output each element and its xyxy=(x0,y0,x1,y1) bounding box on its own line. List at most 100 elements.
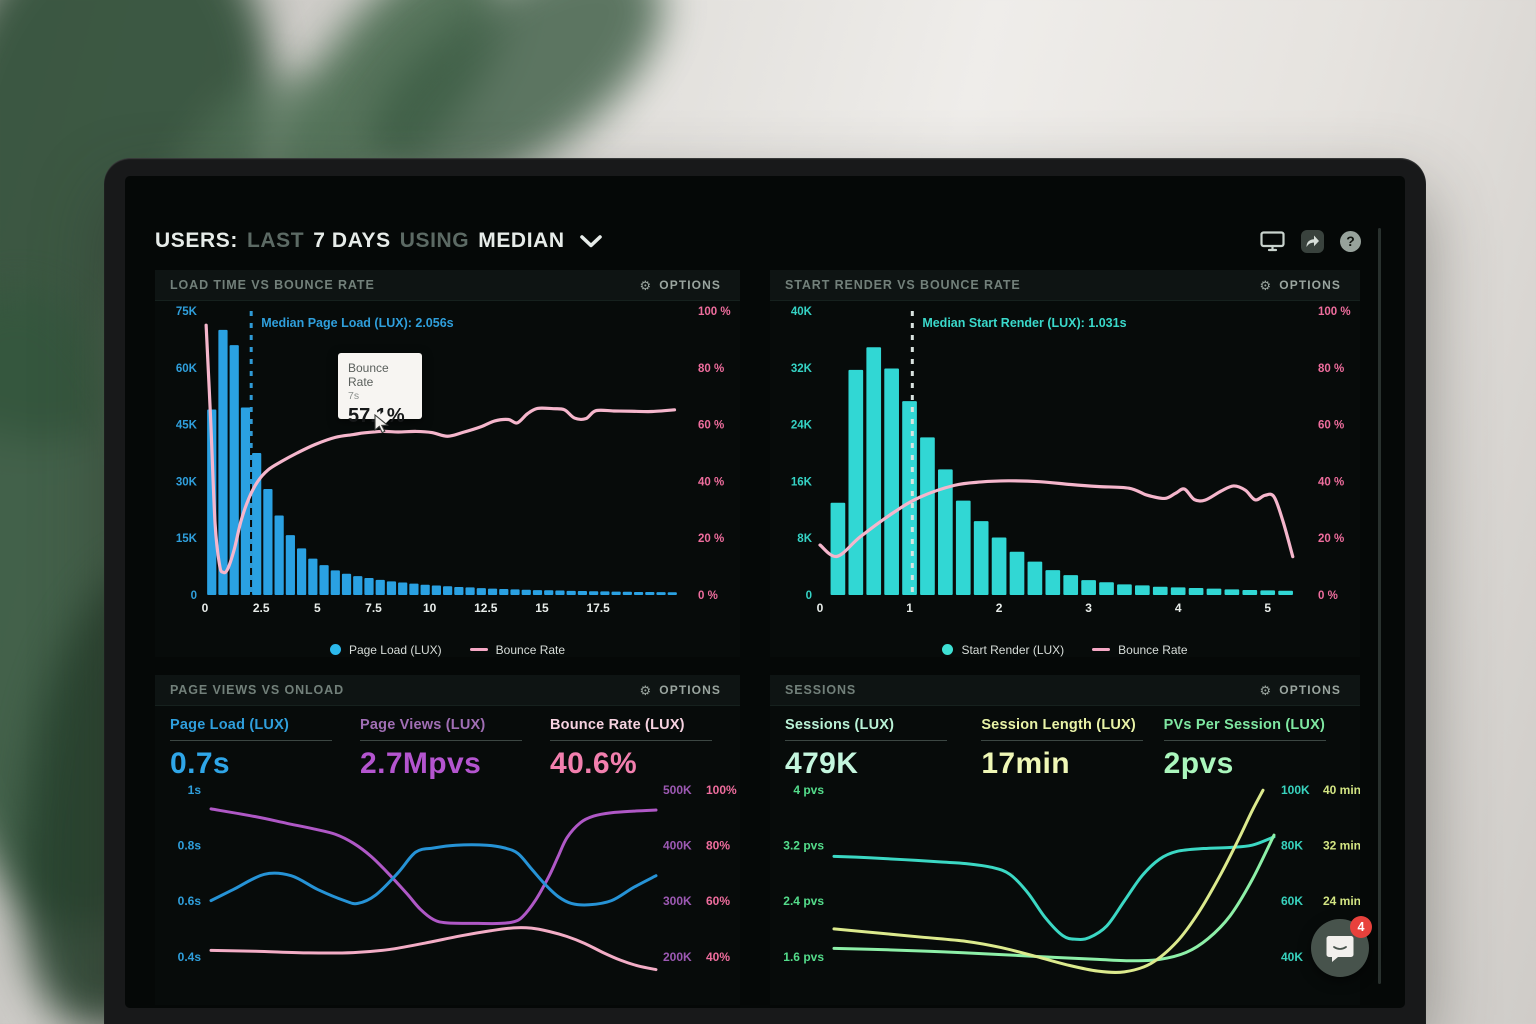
help-glyph: ? xyxy=(1346,233,1355,249)
help-icon[interactable]: ? xyxy=(1340,230,1361,252)
chevron-down-icon[interactable] xyxy=(579,234,602,248)
metric-label: Bounce Rate (LUX) xyxy=(550,717,685,733)
panel-title: START RENDER VS BOUNCE RATE xyxy=(785,278,1021,292)
legend-label: Bounce Rate xyxy=(1118,642,1188,657)
chat-widget-button[interactable]: 4 xyxy=(1311,916,1372,977)
gear-icon: ⚙ xyxy=(1259,277,1273,293)
bars-group xyxy=(830,347,1293,595)
svg-text:40K: 40K xyxy=(791,306,813,318)
options-button[interactable]: ⚙ OPTIONS xyxy=(1254,682,1347,698)
metric-page-views: Page Views (LUX) 2.7Mpvs xyxy=(360,717,550,780)
svg-text:60K: 60K xyxy=(176,363,198,375)
legend-swatch xyxy=(1092,647,1111,652)
svg-text:32K: 32K xyxy=(791,363,813,375)
svg-text:80 %: 80 % xyxy=(1318,363,1344,375)
options-button[interactable]: ⚙ OPTIONS xyxy=(634,277,727,293)
tooltip-title: Bounce Rate xyxy=(348,361,389,389)
svg-text:500K: 500K xyxy=(663,783,692,797)
svg-text:300K: 300K xyxy=(663,894,692,908)
metric-bounce-rate: Bounce Rate (LUX) 40.6% xyxy=(550,717,740,780)
svg-text:100K: 100K xyxy=(1281,783,1310,797)
panel-header: START RENDER VS BOUNCE RATE ⚙ OPTIONS xyxy=(770,270,1360,301)
svg-text:200K: 200K xyxy=(663,950,692,964)
series-line xyxy=(209,843,658,907)
panel-load-time-vs-bounce-rate: LOAD TIME VS BOUNCE RATE ⚙ OPTIONS Media… xyxy=(155,270,740,657)
title-last: LAST xyxy=(246,229,305,252)
svg-text:0.8s: 0.8s xyxy=(178,838,202,852)
svg-text:2.4 pvs: 2.4 pvs xyxy=(783,894,824,908)
metric-label: PVs Per Session (LUX) xyxy=(1163,717,1326,733)
metric-underline xyxy=(360,740,522,741)
sessions-line-chart: 4 pvs 3.2 pvs 2.4 pvs 1.6 pvs 100K 80K 60K 40K 4… xyxy=(783,783,1361,974)
metric-underline xyxy=(550,740,712,741)
mouse-cursor xyxy=(374,414,389,434)
svg-text:60 %: 60 % xyxy=(698,420,724,432)
series-line xyxy=(832,788,1265,974)
median-annotation: Median Page Load (LUX): 2.056s xyxy=(261,316,453,330)
svg-text:0 %: 0 % xyxy=(698,590,718,602)
metric-label: Page Load (LUX) xyxy=(170,717,290,733)
svg-text:1: 1 xyxy=(906,601,913,615)
svg-text:3.2 pvs: 3.2 pvs xyxy=(783,838,824,852)
metrics-row: Sessions (LUX) 479K Session Length (LUX)… xyxy=(770,706,1360,780)
panel-title: PAGE VIEWS VS ONLOAD xyxy=(170,683,345,697)
gear-icon: ⚙ xyxy=(1259,682,1273,698)
svg-text:12.5: 12.5 xyxy=(474,601,498,615)
share-icon[interactable] xyxy=(1301,229,1324,253)
svg-text:40 %: 40 % xyxy=(1318,476,1344,488)
title-using: USING xyxy=(399,229,470,252)
bounce-rate-line xyxy=(818,479,1295,559)
legend-item: Bounce Rate xyxy=(1092,642,1188,657)
header-icon-group: ? xyxy=(1260,229,1361,253)
metric-value: 2.7Mpvs xyxy=(360,747,482,780)
median-annotation: Median Start Render (LUX): 1.031s xyxy=(922,316,1126,330)
legend-swatch xyxy=(329,644,341,655)
metric-underline xyxy=(1163,740,1326,741)
gear-icon: ⚙ xyxy=(639,682,653,698)
svg-text:400K: 400K xyxy=(663,838,692,852)
series-line xyxy=(832,833,1276,963)
metric-session-length: Session Length (LUX) 17min xyxy=(981,717,1163,780)
svg-text:24 min: 24 min xyxy=(1323,894,1360,908)
title-users: USERS: xyxy=(155,229,238,252)
metric-sessions: Sessions (LUX) 479K xyxy=(785,717,981,780)
svg-text:32 min: 32 min xyxy=(1323,838,1360,852)
panel-title: SESSIONS xyxy=(785,683,857,697)
metric-page-load: Page Load (LUX) 0.7s xyxy=(170,717,360,780)
legend-label: Bounce Rate xyxy=(495,642,566,657)
bars-group xyxy=(207,329,677,595)
chat-bubble-icon xyxy=(1325,933,1355,966)
title-7days: 7 DAYS xyxy=(313,229,391,252)
metric-value: 17min xyxy=(981,747,1071,780)
svg-text:5: 5 xyxy=(314,601,321,615)
svg-text:40 min: 40 min xyxy=(1323,783,1360,797)
svg-text:100 %: 100 % xyxy=(698,306,731,318)
svg-text:80K: 80K xyxy=(1281,838,1303,852)
screen-glare-line xyxy=(1378,228,1381,984)
options-label: OPTIONS xyxy=(1279,683,1341,697)
svg-text:5: 5 xyxy=(1264,601,1271,615)
chart-tooltip: Bounce Rate 7s 57.1% xyxy=(338,353,422,427)
svg-text:75K: 75K xyxy=(176,306,198,318)
svg-text:100 %: 100 % xyxy=(1318,306,1351,318)
gear-icon: ⚙ xyxy=(639,277,653,293)
monitor-icon[interactable] xyxy=(1260,230,1285,252)
title-median: MEDIAN xyxy=(478,229,565,252)
panel-grid: LOAD TIME VS BOUNCE RATE ⚙ OPTIONS Media… xyxy=(155,270,1375,1008)
options-label: OPTIONS xyxy=(659,683,721,697)
panel-page-views-vs-onload: PAGE VIEWS VS ONLOAD ⚙ OPTIONS Page Load… xyxy=(155,675,740,1005)
panel-header: PAGE VIEWS VS ONLOAD ⚙ OPTIONS xyxy=(155,675,740,706)
metric-pvs-per-session: PVs Per Session (LUX) 2pvs xyxy=(1163,717,1360,780)
panel-header: LOAD TIME VS BOUNCE RATE ⚙ OPTIONS xyxy=(155,270,740,301)
svg-text:40K: 40K xyxy=(1281,950,1303,964)
svg-text:60K: 60K xyxy=(1281,894,1303,908)
options-button[interactable]: ⚙ OPTIONS xyxy=(634,682,727,698)
notification-badge: 4 xyxy=(1350,916,1372,938)
dashboard-header: USERS: LAST 7 DAYS USING MEDIAN ? xyxy=(155,221,1375,261)
svg-text:40%: 40% xyxy=(706,950,730,964)
metric-label: Page Views (LUX) xyxy=(360,717,486,733)
metric-value: 40.6% xyxy=(550,747,638,780)
series-line xyxy=(209,807,658,926)
svg-text:4: 4 xyxy=(1175,601,1182,615)
options-button[interactable]: ⚙ OPTIONS xyxy=(1254,277,1347,293)
